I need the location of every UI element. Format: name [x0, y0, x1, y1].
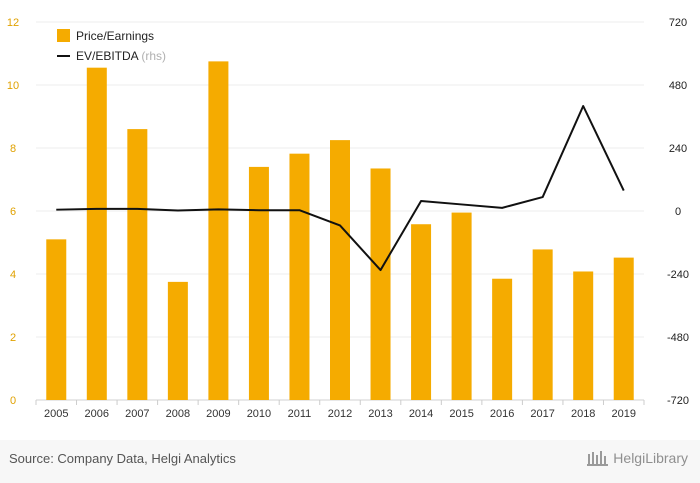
- bar: [167, 281, 188, 400]
- bar: [492, 278, 513, 400]
- chart: 0 2 4 6 8 10 12 -720 -480 -240 0 240 480 720 2005 2006 2…: [7, 17, 689, 420]
- y-left-tick-label: 12: [7, 17, 19, 29]
- x-tick-label: 2010: [247, 408, 271, 420]
- x-tick-label: 2015: [449, 408, 473, 420]
- bar: [208, 61, 229, 400]
- series-line-ev-ebitda: [56, 105, 625, 272]
- brand-name: HelgiLibrary: [613, 450, 688, 466]
- brand-logo[interactable]: HelgiLibrary: [587, 450, 688, 466]
- x-tick-label: 2017: [530, 408, 554, 420]
- y-left-tick-label: 8: [10, 143, 16, 155]
- x-tick-label: 2013: [368, 408, 392, 420]
- y-right-tick-label: -480: [667, 332, 689, 344]
- bar: [411, 224, 432, 400]
- library-icon: [587, 451, 609, 466]
- bar: [370, 168, 391, 400]
- y-right-tick-label: 0: [675, 206, 681, 218]
- y-right-tick-label: 720: [669, 17, 687, 29]
- bar: [248, 166, 269, 400]
- footer: Source: Company Data, Helgi Analytics He…: [0, 440, 700, 483]
- bar: [289, 153, 310, 400]
- y-left-tick-label: 6: [10, 206, 16, 218]
- x-tick-label: 2011: [288, 408, 312, 420]
- x-tick-label: 2019: [611, 408, 635, 420]
- bar: [573, 271, 594, 400]
- bar: [46, 239, 67, 400]
- y-right-tick-label: 480: [669, 80, 687, 92]
- y-right-tick-label: -240: [667, 269, 689, 281]
- legend-label-ev-ebitda: EV/EBITDA (rhs): [76, 49, 166, 63]
- x-tick-label: 2012: [328, 408, 352, 420]
- legend-swatch-price-earnings: [57, 29, 70, 42]
- bar: [532, 249, 553, 400]
- y-left-tick-label: 0: [10, 395, 16, 407]
- bar: [330, 140, 350, 400]
- legend-label-rhs-suffix: (rhs): [141, 49, 166, 63]
- x-tick-label: 2014: [409, 408, 433, 420]
- y-left-tick-label: 4: [10, 269, 16, 281]
- bar: [127, 129, 148, 400]
- bar: [451, 212, 472, 400]
- y-left-tick-label: 10: [7, 80, 19, 92]
- legend-label-price-earnings: Price/Earnings: [76, 29, 154, 43]
- x-tick-label: 2008: [166, 408, 190, 420]
- x-tick-label: 2006: [85, 408, 109, 420]
- x-tick-label: 2007: [125, 408, 149, 420]
- source-note: Source: Company Data, Helgi Analytics: [9, 451, 236, 466]
- y-right-tick-label: -720: [667, 395, 689, 407]
- bar: [613, 257, 634, 400]
- x-tick-label: 2005: [44, 408, 68, 420]
- y-right-tick-label: 240: [669, 143, 687, 155]
- x-tick-label: 2018: [571, 408, 595, 420]
- bar: [86, 67, 107, 401]
- y-left-tick-label: 2: [10, 332, 16, 344]
- x-tick-label: 2009: [206, 408, 230, 420]
- x-tick-label: 2016: [490, 408, 514, 420]
